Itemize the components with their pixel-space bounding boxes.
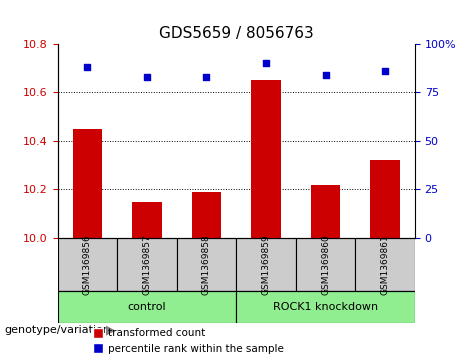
Title: GDS5659 / 8056763: GDS5659 / 8056763 xyxy=(159,26,313,41)
Point xyxy=(381,68,389,74)
Text: control: control xyxy=(128,302,166,312)
Point xyxy=(84,64,91,70)
Text: GSM1369860: GSM1369860 xyxy=(321,234,330,295)
Bar xyxy=(72,129,102,238)
Text: GSM1369857: GSM1369857 xyxy=(142,234,152,295)
FancyBboxPatch shape xyxy=(355,238,415,291)
FancyBboxPatch shape xyxy=(296,238,355,291)
Text: GSM1369861: GSM1369861 xyxy=(381,234,390,295)
Text: genotype/variation: genotype/variation xyxy=(5,325,111,335)
Bar xyxy=(192,192,221,238)
Point xyxy=(262,60,270,66)
Text: ▶: ▶ xyxy=(106,324,116,337)
Bar xyxy=(311,184,341,238)
Text: GSM1369859: GSM1369859 xyxy=(261,234,271,295)
FancyBboxPatch shape xyxy=(236,291,415,323)
Legend: transformed count, percentile rank within the sample: transformed count, percentile rank withi… xyxy=(88,324,288,358)
Bar xyxy=(251,80,281,238)
Point xyxy=(203,74,210,79)
FancyBboxPatch shape xyxy=(58,291,236,323)
Bar xyxy=(132,201,162,238)
FancyBboxPatch shape xyxy=(236,238,296,291)
Text: GSM1369858: GSM1369858 xyxy=(202,234,211,295)
FancyBboxPatch shape xyxy=(117,238,177,291)
FancyBboxPatch shape xyxy=(177,238,236,291)
Bar xyxy=(370,160,400,238)
Text: GSM1369856: GSM1369856 xyxy=(83,234,92,295)
Text: ROCK1 knockdown: ROCK1 knockdown xyxy=(273,302,378,312)
FancyBboxPatch shape xyxy=(58,238,117,291)
Point xyxy=(322,72,329,78)
Point xyxy=(143,74,151,79)
